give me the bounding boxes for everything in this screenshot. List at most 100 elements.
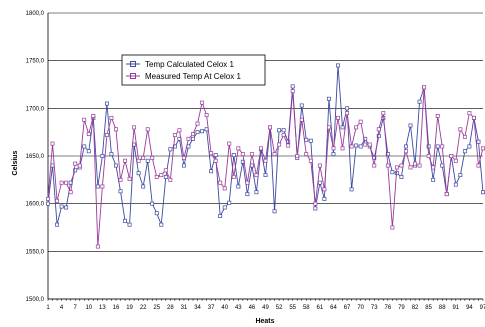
data-point bbox=[467, 111, 472, 116]
data-point bbox=[304, 137, 309, 142]
data-point bbox=[150, 155, 155, 160]
data-point bbox=[399, 175, 404, 179]
data-point bbox=[55, 222, 60, 227]
data-point bbox=[114, 163, 118, 168]
data-point bbox=[286, 143, 291, 148]
data-point bbox=[358, 119, 363, 124]
data-point bbox=[268, 125, 272, 130]
data-point bbox=[290, 84, 295, 89]
x-tick-label: 58 bbox=[303, 305, 310, 311]
data-point bbox=[154, 211, 159, 216]
data-point bbox=[481, 146, 485, 151]
data-point bbox=[177, 128, 182, 133]
data-point bbox=[417, 99, 422, 104]
x-tick-label: 49 bbox=[262, 305, 269, 311]
data-point bbox=[331, 152, 336, 157]
x-tick-label: 82 bbox=[412, 305, 419, 311]
data-point bbox=[168, 177, 173, 182]
data-point bbox=[163, 168, 168, 173]
data-point bbox=[95, 244, 100, 249]
y-tick-label: 1550,0 bbox=[26, 249, 45, 255]
data-point bbox=[204, 113, 209, 117]
x-tick-label: 73 bbox=[371, 305, 378, 311]
data-point bbox=[272, 209, 277, 214]
data-point bbox=[231, 175, 236, 179]
data-point bbox=[254, 190, 259, 195]
data-point bbox=[240, 152, 245, 157]
y-tick-label: 1750,0 bbox=[26, 59, 45, 65]
data-point bbox=[277, 128, 282, 133]
data-point bbox=[345, 106, 350, 111]
data-point bbox=[340, 125, 345, 130]
data-point bbox=[227, 141, 232, 146]
data-point bbox=[127, 222, 132, 227]
data-point bbox=[281, 128, 286, 133]
data-point bbox=[159, 222, 164, 227]
data-point bbox=[394, 165, 399, 170]
data-point bbox=[163, 175, 168, 179]
data-point bbox=[100, 184, 105, 189]
data-point bbox=[453, 182, 458, 187]
x-tick-label: 88 bbox=[439, 305, 446, 311]
data-point bbox=[68, 190, 73, 195]
data-point bbox=[209, 169, 214, 174]
x-tick-label: 10 bbox=[85, 305, 92, 311]
x-tick-label: 70 bbox=[357, 305, 364, 311]
y-tick-label: 1650,0 bbox=[26, 154, 45, 160]
data-point bbox=[109, 152, 114, 157]
data-point bbox=[86, 149, 91, 154]
data-point bbox=[336, 115, 340, 120]
data-point bbox=[390, 170, 395, 175]
data-point bbox=[123, 158, 127, 163]
data-point bbox=[195, 130, 200, 135]
data-point bbox=[322, 187, 327, 192]
data-point bbox=[64, 180, 69, 185]
data-point bbox=[213, 153, 218, 157]
data-point bbox=[136, 158, 141, 163]
data-point bbox=[46, 201, 50, 206]
data-point bbox=[181, 155, 186, 160]
data-point bbox=[141, 184, 146, 189]
x-tick-label: 19 bbox=[126, 305, 133, 311]
data-point bbox=[326, 125, 331, 130]
data-point bbox=[462, 134, 467, 139]
data-point bbox=[372, 163, 377, 168]
data-point bbox=[127, 176, 132, 181]
data-point bbox=[376, 127, 381, 132]
data-point bbox=[73, 168, 78, 173]
data-point bbox=[376, 134, 381, 138]
x-tick-label: 76 bbox=[385, 305, 392, 311]
data-point bbox=[168, 147, 173, 152]
data-point bbox=[154, 175, 159, 179]
data-point bbox=[77, 163, 82, 168]
x-tick-label: 22 bbox=[140, 305, 147, 311]
data-point bbox=[317, 180, 322, 185]
data-point bbox=[123, 218, 127, 223]
data-point bbox=[281, 133, 286, 137]
x-tick-label: 61 bbox=[317, 305, 324, 311]
x-tick-label: 91 bbox=[452, 305, 459, 311]
data-point bbox=[86, 132, 91, 137]
data-point bbox=[59, 180, 64, 185]
data-point bbox=[249, 152, 254, 157]
data-point bbox=[331, 146, 336, 151]
data-point bbox=[218, 214, 223, 219]
data-point bbox=[245, 180, 250, 185]
data-point bbox=[159, 173, 164, 178]
data-point bbox=[277, 142, 282, 147]
data-point bbox=[408, 123, 413, 128]
data-point bbox=[64, 205, 69, 210]
data-point bbox=[367, 142, 372, 147]
x-tick-label: 67 bbox=[344, 305, 351, 311]
data-point bbox=[336, 63, 340, 68]
data-point bbox=[145, 158, 150, 163]
data-point bbox=[145, 127, 150, 132]
data-point bbox=[435, 114, 440, 118]
data-point bbox=[295, 154, 300, 158]
data-point bbox=[118, 189, 123, 194]
x-tick-label: 37 bbox=[208, 305, 215, 311]
data-point bbox=[299, 117, 304, 122]
data-point bbox=[308, 158, 313, 163]
data-point bbox=[136, 171, 141, 176]
